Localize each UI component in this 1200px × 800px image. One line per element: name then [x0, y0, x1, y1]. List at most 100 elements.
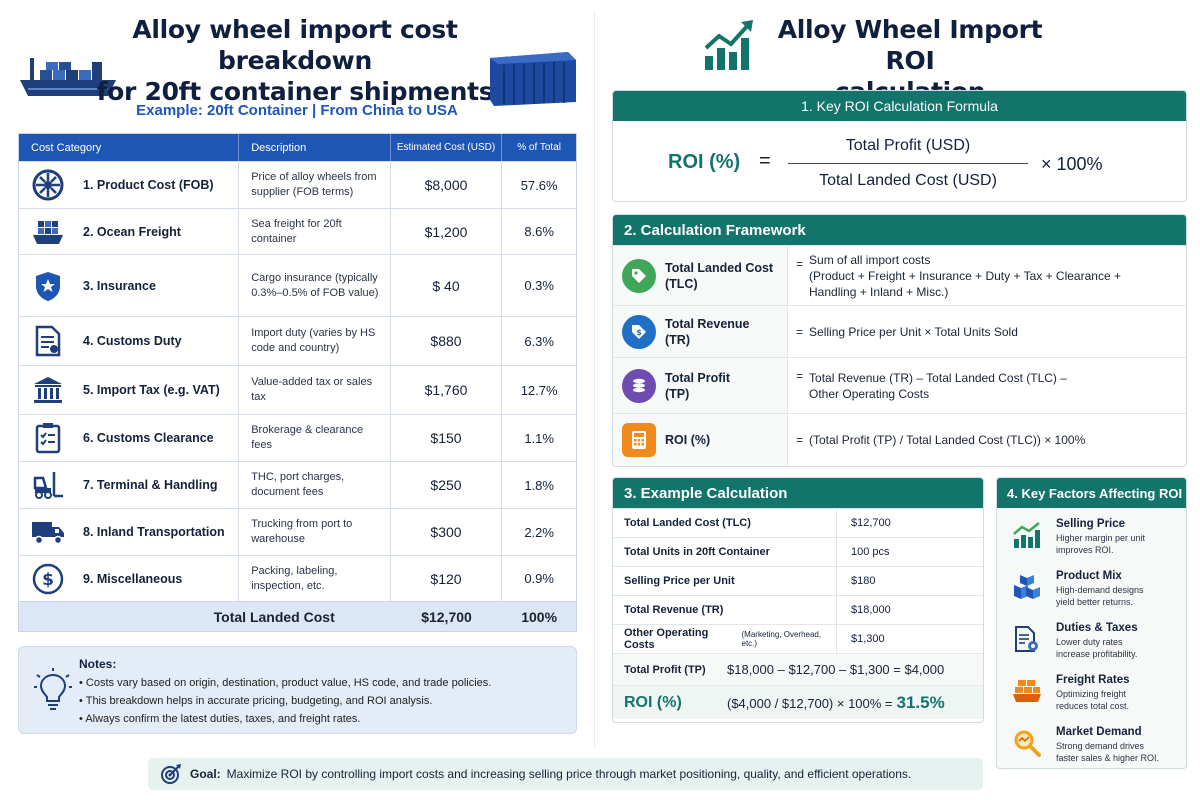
example-key-note: (Marketing, Overhead, etc.) — [741, 630, 822, 648]
example-value: $180 — [851, 575, 876, 587]
col-header-cost: Estimated Cost (USD) — [391, 134, 503, 161]
left-title-line2: for 20ft container shipments — [96, 77, 494, 106]
row-category: 1. Product Cost (FOB) — [83, 178, 214, 192]
fraction-bar — [788, 163, 1028, 164]
row-category: 8. Inland Transportation — [83, 525, 225, 539]
factor-title: Duties & Taxes — [1056, 622, 1138, 634]
row-pct: 1.8% — [524, 477, 554, 493]
coins-icon — [622, 368, 656, 403]
example-value: $12,700 — [851, 517, 891, 529]
example-row: Total Landed Cost (TLC) $12,700 — [613, 508, 983, 537]
document-gear-icon — [1010, 622, 1044, 656]
row-pct: 6.3% — [524, 333, 554, 349]
equals-sign: = — [796, 369, 804, 383]
framework-panel: 2. Calculation Framework Total Landed Co… — [612, 214, 1187, 467]
example-row: Total Revenue (TR) $18,000 — [613, 595, 983, 624]
framework-def: Sum of all import costs — [809, 252, 931, 267]
framework-def: Total Revenue (TR) – Total Landed Cost (… — [809, 370, 1067, 385]
right-title-line1: Alloy Wheel Import ROI — [777, 15, 1043, 75]
factor-desc: High-demand designs — [1056, 585, 1144, 595]
row-cost: $1,200 — [391, 209, 503, 254]
factor-desc: improves ROI. — [1056, 545, 1114, 555]
row-description: Cargo insurance (typically 0.3%–0.5% of … — [239, 255, 391, 316]
framework-label-sub: (TLC) — [665, 276, 698, 291]
table-row: 7. Terminal & Handling THC, port charges… — [19, 461, 576, 508]
example-key: Other Operating Costs — [624, 627, 709, 651]
total-cost: $12,700 — [421, 608, 472, 625]
framework-row: $ Total Revenue (TR) = Selling Price per … — [613, 305, 1186, 357]
col-header-pct: % of Total — [517, 142, 561, 153]
table-row: 5. Import Tax (e.g. VAT) Value-added tax… — [19, 365, 576, 414]
profit-calc-row: Total Profit (TP) $18,000 – $12,700 – $1… — [613, 653, 983, 685]
svg-text:$: $ — [636, 328, 642, 337]
row-description: Price of alloy wheels from supplier (FOB… — [239, 162, 391, 208]
formula-numerator: Total Profit (USD) — [845, 137, 971, 154]
lightbulb-icon — [34, 668, 72, 710]
factor-title: Market Demand — [1056, 726, 1142, 738]
framework-label: ROI (%) — [665, 433, 711, 447]
row-pct: 0.9% — [524, 571, 554, 586]
example-key: Total Units in 20ft Container — [613, 538, 837, 566]
row-description: Brokerage & clearance fees — [239, 415, 391, 461]
calculator-icon — [622, 423, 656, 457]
cost-breakdown-table: Cost Category Description Estimated Cost… — [18, 133, 577, 632]
example-value: $1,300 — [851, 633, 885, 645]
framework-label-sub: (TP) — [665, 386, 690, 401]
example-row: Total Units in 20ft Container 100 pcs — [613, 537, 983, 566]
cargo-icon — [1010, 674, 1044, 708]
factor-desc: yield better returns. — [1056, 597, 1134, 607]
row-pct: 1.1% — [524, 430, 554, 446]
framework-def: Selling Price per Unit × Total Units Sol… — [809, 324, 1018, 339]
factor-title: Product Mix — [1056, 570, 1122, 582]
col-header-category: Cost Category — [19, 134, 240, 161]
total-label: Total Landed Cost — [213, 608, 335, 625]
ship-icon — [31, 215, 65, 249]
row-pct: 8.6% — [524, 224, 554, 239]
left-title: Alloy wheel import cost breakdown for 20… — [60, 14, 530, 107]
cargo-ship-icon — [20, 58, 116, 96]
tag-icon — [622, 258, 656, 293]
equals-sign: = — [796, 257, 804, 271]
target-icon — [161, 764, 181, 784]
row-description: Import duty (varies by HS code and count… — [239, 317, 391, 365]
goal-text: Maximize ROI by controlling import costs… — [226, 767, 912, 781]
row-cost: $880 — [391, 317, 503, 365]
row-category: 5. Import Tax (e.g. VAT) — [83, 383, 220, 397]
framework-row: ROI (%) = (Total Profit (TP) / Total Lan… — [613, 413, 1186, 466]
example-row: Other Operating Costs (Marketing, Overhea… — [613, 624, 983, 653]
chart-up-icon — [704, 20, 753, 70]
svg-text:$: $ — [42, 570, 54, 590]
framework-def: (Product + Freight + Insurance + Duty + … — [809, 268, 1121, 283]
row-category: 6. Customs Clearance — [83, 431, 214, 445]
shipping-container-icon — [490, 52, 576, 106]
row-category: 4. Customs Duty — [83, 334, 182, 348]
col-header-description: Description — [239, 134, 391, 161]
notes-list: Costs vary based on origin, destination,… — [79, 674, 491, 728]
framework-label: Total Profit — [665, 370, 731, 385]
row-description: Value-added tax or sales tax — [239, 366, 391, 414]
price-tag-icon: $ — [622, 314, 656, 349]
left-subtitle: Example: 20ft Container | From China to … — [136, 102, 458, 119]
forklift-icon — [31, 468, 65, 502]
row-category: 7. Terminal & Handling — [83, 478, 218, 492]
roi-value: ($4,000 / $12,700) × 100% = — [727, 695, 893, 711]
example-header: 3. Example Calculation — [613, 478, 983, 508]
roi-result: 31.5% — [896, 692, 945, 712]
factor-item: Freight Rates Optimizing freight reduces t… — [997, 664, 1186, 716]
equals-sign: = — [796, 324, 804, 339]
dollar-icon: $ — [31, 562, 65, 596]
factor-title: Selling Price — [1056, 518, 1126, 530]
total-row: Total Landed Cost $12,700 100% — [19, 601, 576, 631]
framework-label: Total Revenue — [665, 316, 750, 331]
example-key: Total Landed Cost (TLC) — [613, 509, 837, 537]
table-row: 3. Insurance Cargo insurance (typically … — [19, 254, 576, 316]
table-row: $ 9. Miscellaneous Packing, labeling, in… — [19, 555, 576, 601]
table-row: 2. Ocean Freight Sea freight for 20ft co… — [19, 208, 576, 254]
framework-label-sub: (TR) — [665, 332, 690, 347]
row-cost: $ 40 — [391, 255, 503, 316]
row-pct: 2.2% — [524, 524, 554, 540]
table-row: 4. Customs Duty Import duty (varies by H… — [19, 316, 576, 365]
equals-sign: = — [796, 433, 804, 447]
row-description: THC, port charges, document fees — [239, 462, 391, 508]
wheel-icon — [31, 168, 65, 202]
